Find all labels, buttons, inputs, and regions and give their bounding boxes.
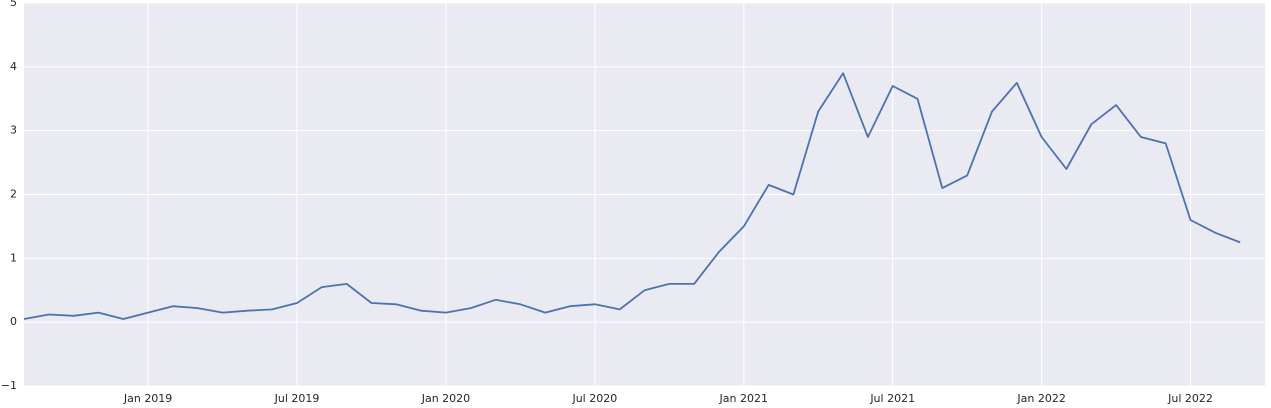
x-tick-label: Jan 2020 — [421, 392, 470, 405]
y-tick-label: −1 — [1, 379, 17, 392]
x-tick-label: Jan 2022 — [1016, 392, 1065, 405]
x-tick-label: Jan 2019 — [123, 392, 172, 405]
line — [23, 72, 1241, 320]
x-tick-label: Jan 2021 — [719, 392, 768, 405]
y-tick-label: 3 — [10, 124, 17, 137]
y-tick-label: 0 — [10, 315, 17, 328]
x-tick-label: Jul 2022 — [1167, 392, 1213, 405]
x-tick-label: Jul 2021 — [869, 392, 915, 405]
y-tick-label: 2 — [10, 188, 17, 201]
x-tick-label: Jul 2020 — [571, 392, 617, 405]
y-tick-label: 1 — [10, 251, 17, 264]
x-tick-label: Jul 2019 — [274, 392, 320, 405]
y-tick-label: 4 — [10, 60, 17, 73]
y-tick-label: 5 — [10, 0, 17, 9]
